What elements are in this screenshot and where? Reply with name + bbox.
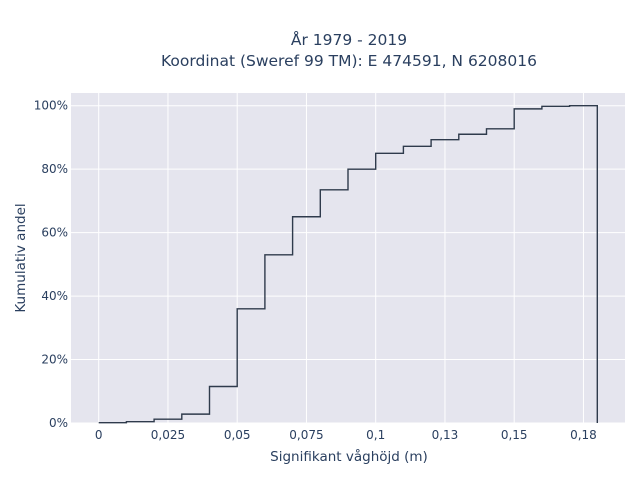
x-tick-label: 0,075 xyxy=(289,428,323,442)
chart-title: År 1979 - 2019 xyxy=(291,30,407,49)
y-tick-label: 60% xyxy=(41,226,68,240)
chart-subtitle: Koordinat (Sweref 99 TM): E 474591, N 62… xyxy=(161,52,537,70)
y-tick-label: 0% xyxy=(49,416,68,430)
x-tick-label: 0,025 xyxy=(151,428,185,442)
x-axis-ticks: 0 0,025 0,05 0,075 0,1 0,13 0,15 0,18 xyxy=(95,428,597,442)
x-tick-label: 0,15 xyxy=(501,428,528,442)
y-axis-title: Kumulativ andel xyxy=(13,203,29,312)
series-line xyxy=(98,104,598,424)
x-tick-label: 0,13 xyxy=(432,428,459,442)
x-tick-label: 0,18 xyxy=(570,428,597,442)
x-tick-label: 0,1 xyxy=(366,428,385,442)
plot-area xyxy=(71,93,625,423)
y-tick-label: 80% xyxy=(41,162,68,176)
y-axis-ticks: 0% 20% 40% 60% 80% 100% xyxy=(34,99,68,430)
y-tick-label: 40% xyxy=(41,289,68,303)
x-tick-label: 0 xyxy=(95,428,103,442)
x-axis-title: Signifikant våghöjd (m) xyxy=(270,448,428,465)
x-tick-label: 0,05 xyxy=(224,428,251,442)
y-tick-label: 100% xyxy=(34,99,68,113)
y-tick-label: 20% xyxy=(41,353,68,367)
